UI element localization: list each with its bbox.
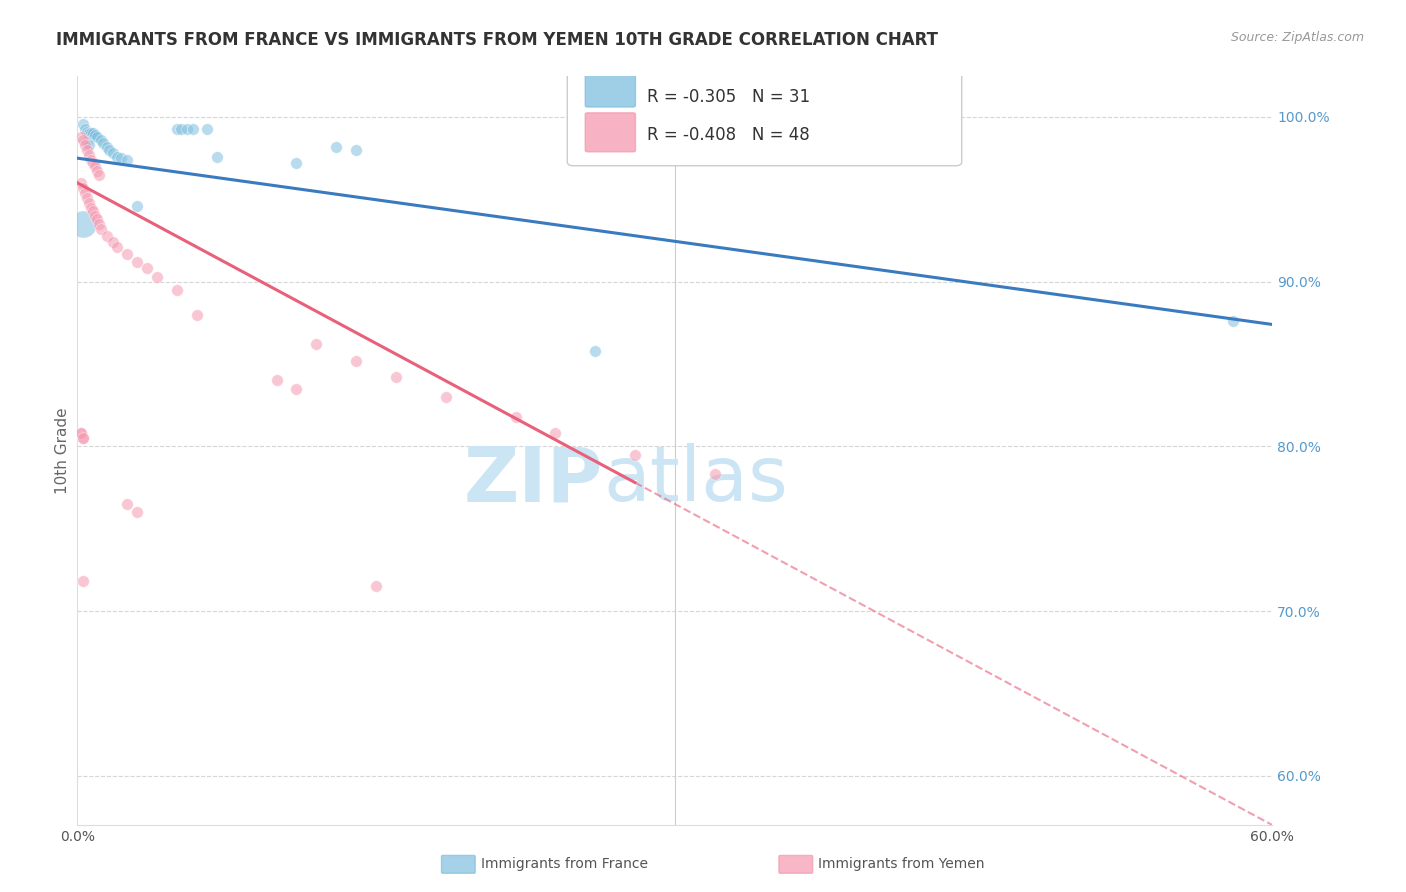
Point bbox=[146, 269, 169, 284]
Point bbox=[166, 283, 188, 297]
Point bbox=[127, 199, 149, 213]
Point bbox=[127, 255, 149, 269]
Point bbox=[86, 212, 108, 227]
Point bbox=[181, 121, 204, 136]
Point bbox=[186, 308, 208, 322]
Point bbox=[583, 343, 606, 358]
Point bbox=[70, 426, 93, 441]
Point bbox=[170, 121, 193, 136]
Point bbox=[505, 409, 527, 424]
FancyBboxPatch shape bbox=[568, 61, 962, 166]
Point bbox=[305, 337, 328, 351]
Point bbox=[344, 353, 367, 368]
Point bbox=[103, 146, 124, 161]
Point bbox=[624, 448, 647, 462]
Point bbox=[115, 497, 138, 511]
Point bbox=[176, 121, 198, 136]
Text: Immigrants from France: Immigrants from France bbox=[481, 857, 648, 871]
Point bbox=[84, 160, 107, 174]
Point bbox=[544, 426, 567, 441]
Point bbox=[70, 129, 93, 144]
Point bbox=[72, 117, 94, 131]
Point bbox=[103, 235, 124, 249]
Text: R = -0.408   N = 48: R = -0.408 N = 48 bbox=[647, 126, 810, 144]
Point bbox=[70, 176, 93, 190]
FancyBboxPatch shape bbox=[585, 68, 636, 107]
Point bbox=[76, 191, 98, 205]
Point bbox=[266, 374, 288, 388]
Point bbox=[110, 151, 132, 165]
Point bbox=[72, 431, 94, 445]
Point bbox=[285, 156, 308, 170]
Y-axis label: 10th Grade: 10th Grade bbox=[55, 407, 70, 494]
Point bbox=[96, 228, 118, 243]
Point bbox=[136, 261, 159, 276]
Point bbox=[75, 121, 97, 136]
Point bbox=[98, 143, 121, 157]
Point bbox=[84, 128, 107, 142]
Text: ZIP: ZIP bbox=[464, 443, 603, 517]
Point bbox=[90, 222, 112, 236]
Point bbox=[80, 201, 103, 215]
Text: atlas: atlas bbox=[603, 443, 787, 517]
Point bbox=[72, 217, 94, 231]
Point bbox=[325, 139, 347, 153]
Point bbox=[79, 195, 101, 210]
Point bbox=[89, 168, 111, 182]
Text: R = -0.305   N = 31: R = -0.305 N = 31 bbox=[647, 87, 810, 106]
Point bbox=[76, 125, 98, 139]
Text: IMMIGRANTS FROM FRANCE VS IMMIGRANTS FROM YEMEN 10TH GRADE CORRELATION CHART: IMMIGRANTS FROM FRANCE VS IMMIGRANTS FRO… bbox=[56, 31, 938, 49]
Point bbox=[82, 203, 104, 218]
Point bbox=[166, 121, 188, 136]
Point bbox=[79, 127, 101, 141]
Text: Source: ZipAtlas.com: Source: ZipAtlas.com bbox=[1230, 31, 1364, 45]
Point bbox=[90, 133, 112, 147]
Point bbox=[96, 139, 118, 153]
Point bbox=[72, 431, 94, 445]
Point bbox=[115, 153, 138, 167]
Point bbox=[127, 505, 149, 519]
Point bbox=[80, 153, 103, 167]
Point bbox=[76, 143, 98, 157]
Point bbox=[344, 143, 367, 157]
Point bbox=[72, 574, 94, 589]
Point bbox=[366, 579, 388, 593]
Point bbox=[79, 148, 101, 162]
Point bbox=[72, 181, 94, 195]
Point bbox=[82, 127, 104, 141]
Point bbox=[1222, 314, 1244, 328]
Point bbox=[91, 136, 114, 151]
Point bbox=[89, 217, 111, 231]
Point bbox=[75, 138, 97, 153]
Point bbox=[285, 382, 308, 396]
Point bbox=[105, 149, 128, 163]
Point bbox=[79, 138, 101, 153]
FancyBboxPatch shape bbox=[585, 112, 636, 152]
Point bbox=[82, 156, 104, 170]
Point bbox=[86, 129, 108, 144]
Point bbox=[72, 133, 94, 147]
Point bbox=[75, 186, 97, 200]
Point bbox=[195, 121, 218, 136]
Point bbox=[76, 135, 98, 149]
Point bbox=[205, 149, 228, 163]
Point bbox=[115, 246, 138, 260]
Text: Immigrants from Yemen: Immigrants from Yemen bbox=[818, 857, 984, 871]
Point bbox=[86, 164, 108, 178]
Point bbox=[80, 127, 103, 141]
Point bbox=[70, 426, 93, 441]
Point bbox=[105, 240, 128, 254]
Point bbox=[385, 370, 408, 384]
Point bbox=[434, 390, 457, 404]
Point bbox=[84, 209, 107, 223]
Point bbox=[703, 467, 725, 482]
